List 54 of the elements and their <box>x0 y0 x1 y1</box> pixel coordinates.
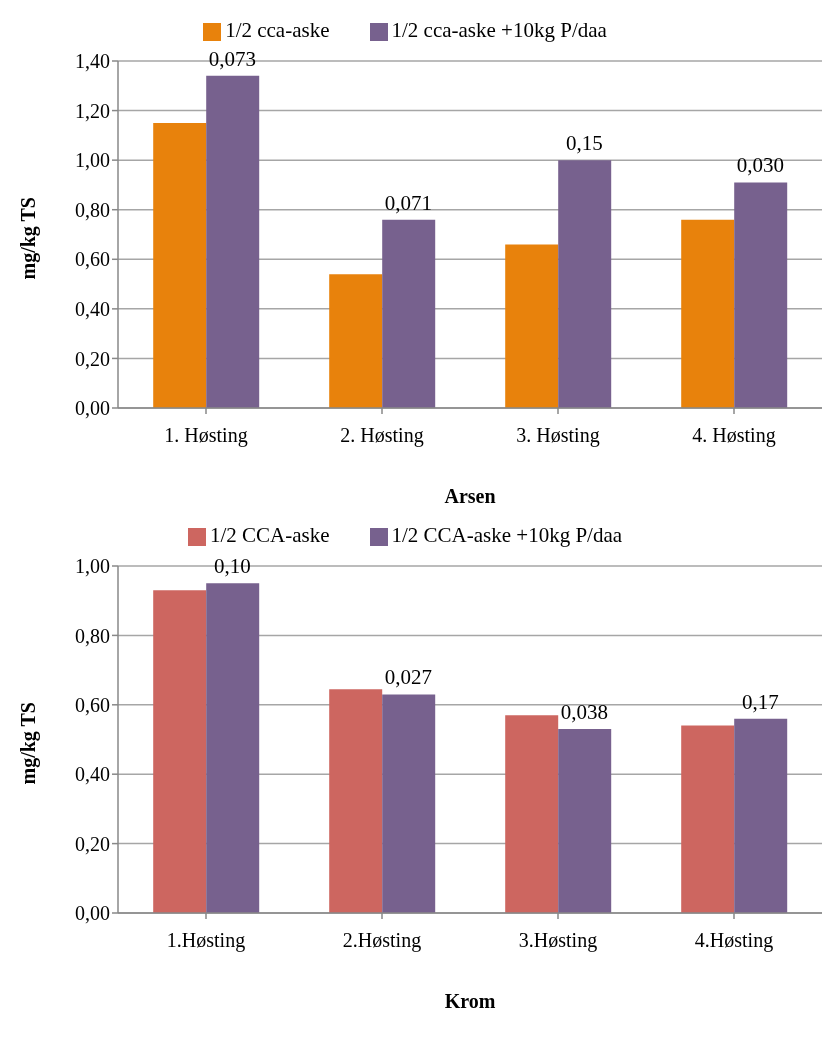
legend-label: 1/2 cca-aske +10kg P/daa <box>391 18 607 42</box>
annotation: 0,17 <box>742 689 779 714</box>
y-axis-title: mg/kg TS <box>17 197 41 280</box>
annotation: 0,10 <box>214 554 251 579</box>
y-tick-label: 0,60 <box>75 693 110 716</box>
bar <box>206 75 260 408</box>
y-tick-label: 0,40 <box>75 763 110 786</box>
annotation: 0,071 <box>384 190 433 215</box>
x-tick-label: 4. Høsting <box>692 424 776 448</box>
y-tick-label: 1,00 <box>75 149 110 172</box>
x-tick-label: 1. Høsting <box>164 424 248 448</box>
bar <box>329 689 383 913</box>
y-tick-label: 1,00 <box>75 555 110 578</box>
bar <box>558 160 612 408</box>
x-axis-title: Arsen <box>444 485 496 507</box>
annotation: 0,073 <box>208 46 257 71</box>
bar <box>505 715 559 913</box>
x-tick-label: 1.Høsting <box>166 929 246 953</box>
y-tick-label: 1,40 <box>75 50 110 73</box>
x-axis-title: Krom <box>444 990 496 1012</box>
y-tick-label: 0,80 <box>75 624 110 647</box>
bar <box>734 718 788 913</box>
bar <box>681 219 735 408</box>
y-tick-label: 0,20 <box>75 832 110 855</box>
x-tick-label: 2. Høsting <box>340 424 424 448</box>
bar <box>382 219 436 408</box>
annotation: 0,15 <box>566 131 603 156</box>
legend-label: 1/2 CCA-aske +10kg P/daa <box>391 523 623 547</box>
legend-label: 1/2 cca-aske <box>225 18 330 42</box>
x-tick-label: 3. Høsting <box>516 424 600 448</box>
annotation: 0,027 <box>384 665 433 690</box>
bar <box>734 182 788 408</box>
bar <box>558 729 612 913</box>
bar <box>382 694 436 913</box>
y-axis-title: mg/kg TS <box>17 702 41 785</box>
bar <box>329 274 383 408</box>
bar <box>153 122 207 408</box>
bar <box>206 583 260 913</box>
x-tick-label: 4.Høsting <box>694 929 774 953</box>
annotation: 0,038 <box>560 700 609 725</box>
x-tick-label: 3.Høsting <box>518 929 598 953</box>
x-tick-label: 2.Høsting <box>342 929 422 953</box>
y-tick-label: 0,40 <box>75 297 110 320</box>
y-tick-label: 0,00 <box>75 902 110 925</box>
y-tick-label: 1,20 <box>75 99 110 122</box>
legend-label: 1/2 CCA-aske <box>209 523 330 547</box>
bar <box>153 590 207 913</box>
bar <box>505 244 559 408</box>
y-tick-label: 0,20 <box>75 347 110 370</box>
y-tick-label: 0,00 <box>75 397 110 420</box>
bar <box>681 725 735 913</box>
y-tick-label: 0,80 <box>75 198 110 221</box>
annotation: 0,030 <box>736 153 785 178</box>
y-tick-label: 0,60 <box>75 248 110 271</box>
